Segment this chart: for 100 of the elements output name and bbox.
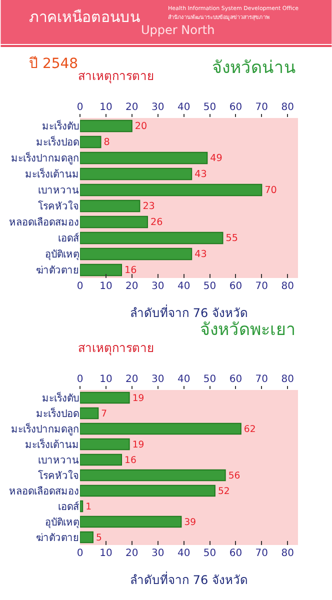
x2-tick-label: 60 <box>229 102 242 113</box>
x-tick-label: 30 <box>151 281 164 292</box>
data-label: 43 <box>194 169 207 180</box>
text: ปี 2548 <box>29 56 78 72</box>
x2-tick-label: 80 <box>281 374 294 385</box>
data-label: 55 <box>226 233 238 244</box>
y-tick-label: มะเร็งปากมดลูก <box>11 421 79 436</box>
x-tick-label: 80 <box>281 281 294 292</box>
x-tick-label: 40 <box>177 548 190 559</box>
x-tick-label: 0 <box>76 281 84 292</box>
y-tick-label: เอดส์ <box>58 500 79 513</box>
y-tick-label: โรคหัวใจ <box>38 468 79 482</box>
bar <box>80 484 216 497</box>
data-label: 20 <box>134 121 148 132</box>
x-tick-label: 10 <box>100 281 112 292</box>
x-tick-label: 70 <box>255 281 268 292</box>
data-label: 52 <box>218 486 230 497</box>
data-label: 5 <box>96 532 102 544</box>
x-tick-label: 80 <box>281 548 294 559</box>
x-tick-label: 0 <box>76 548 84 559</box>
bar <box>80 200 140 212</box>
text: Upper North <box>141 23 215 37</box>
y-tick-label: มะเร็งปอด <box>36 134 79 148</box>
x-tick-label: 20 <box>126 548 138 559</box>
y-tick-label: ฆ่าตัวตาย <box>36 266 79 276</box>
x2-tick-label: 0 <box>76 102 84 113</box>
bar <box>80 407 99 420</box>
bar <box>80 232 224 244</box>
data-label: 7 <box>101 408 108 420</box>
data-label: 62 <box>244 424 256 435</box>
data-label: 16 <box>124 265 137 276</box>
bar <box>80 184 262 196</box>
data-label: 16 <box>124 454 136 466</box>
x2-tick-label: 20 <box>126 374 138 385</box>
x2-tick-label: 40 <box>177 374 190 385</box>
y-tick-label: เบาหวาน <box>38 186 79 196</box>
x-axis-title: ลำดับที่จาก 76 จังหวัด <box>130 304 248 320</box>
bar <box>80 136 102 148</box>
x-tick-label: 70 <box>255 548 268 559</box>
bar <box>80 516 182 528</box>
chart-title: จังหวัดน่าน <box>212 58 296 78</box>
bar <box>80 168 192 180</box>
x2-tick-label: 10 <box>100 374 112 385</box>
bar <box>80 216 148 228</box>
x-tick-label: 50 <box>203 548 216 559</box>
bar <box>80 152 208 164</box>
data-label: 26 <box>150 217 163 228</box>
x2-tick-label: 50 <box>203 374 216 385</box>
x-tick-label: 10 <box>100 548 112 559</box>
bar <box>80 438 130 450</box>
y-axis-title: สาเหตุการตาย <box>78 341 154 356</box>
x-tick-label: 20 <box>126 281 138 292</box>
x2-tick-label: 0 <box>76 374 84 385</box>
x2-tick-label: 40 <box>177 102 190 113</box>
y-tick-label: เอดส์ <box>58 232 79 244</box>
data-label: 70 <box>264 185 277 196</box>
data-label: 8 <box>104 137 110 148</box>
bar <box>80 469 226 482</box>
y-tick-label: ฆ่าตัวตาย <box>36 532 79 544</box>
x2-tick-label: 80 <box>281 102 294 113</box>
text: ภาคเหนือตอนบน <box>29 8 140 26</box>
bar <box>80 422 242 435</box>
y-tick-label: เบาหวาน <box>38 455 79 466</box>
y-tick-label: หลอดเลือดสมอง <box>9 485 79 498</box>
bar <box>80 392 130 404</box>
y-tick-label: อุบัติเหตุ <box>45 517 79 528</box>
y-tick-label: มะเร็งตับ <box>42 118 79 132</box>
y-tick-label: มะเร็งตับ <box>42 390 79 404</box>
data-label: 23 <box>142 201 155 212</box>
data-label: 56 <box>228 470 240 482</box>
x2-tick-label: 50 <box>203 102 216 113</box>
data-label: 43 <box>194 249 207 260</box>
x2-tick-label: 20 <box>126 102 138 113</box>
data-label: 19 <box>132 392 144 404</box>
x-tick-label: 60 <box>229 281 242 292</box>
x2-tick-label: 60 <box>229 374 242 385</box>
data-label: 19 <box>132 439 144 450</box>
y-axis-title: สาเหตุการตาย <box>78 69 154 84</box>
y-tick-label: มะเร็งเต้านม <box>25 166 79 180</box>
x-tick-label: 30 <box>151 548 164 559</box>
x2-tick-label: 10 <box>100 102 112 113</box>
y-tick-label: มะเร็งปากมดลูก <box>11 150 79 164</box>
data-label: 49 <box>210 153 222 164</box>
x-tick-label: 60 <box>229 548 242 559</box>
x2-tick-label: 30 <box>151 374 164 385</box>
bar <box>80 531 94 544</box>
y-tick-label: อุบัติเหตุ <box>45 250 79 260</box>
x2-tick-label: 70 <box>255 374 268 385</box>
bar <box>80 500 84 512</box>
bar <box>80 248 192 260</box>
data-label: 39 <box>184 516 196 528</box>
x-axis-title: ลำดับที่จาก 76 จังหวัด <box>130 571 248 587</box>
x-tick-label: 40 <box>177 281 190 292</box>
x2-tick-label: 70 <box>255 102 268 113</box>
data-label: 1 <box>86 501 92 512</box>
y-tick-label: มะเร็งปอด <box>36 406 79 420</box>
bar <box>80 264 122 276</box>
bar <box>80 120 132 132</box>
x-tick-label: 50 <box>203 281 216 292</box>
chart-title: จังหวัดพะเยา <box>200 320 296 340</box>
